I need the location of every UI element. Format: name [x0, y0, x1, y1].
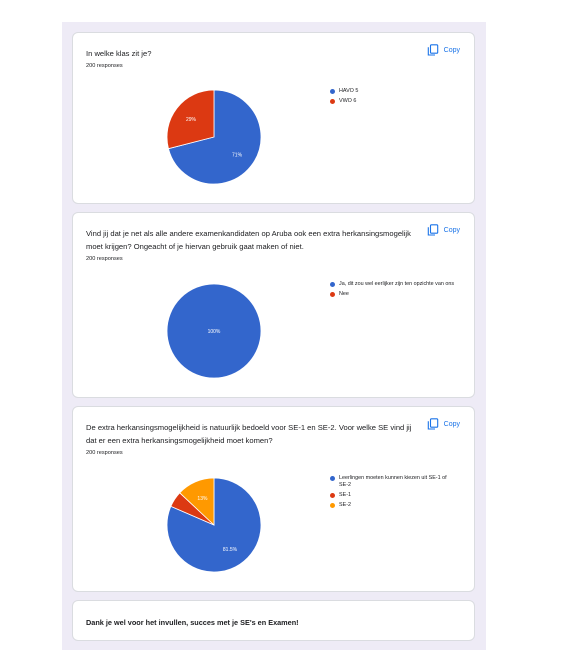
response-count: 200 responses [86, 256, 123, 262]
slice-label: 100% [208, 329, 221, 335]
legend-label: SE-1 [339, 492, 351, 498]
question-card-1: In welke klas zit je? 200 responses Copy… [72, 32, 475, 204]
legend-label: SE-2 [339, 502, 351, 508]
pie-chart: 100% [166, 283, 262, 379]
copy-label: Copy [443, 420, 460, 428]
copy-button[interactable]: Copy [427, 418, 460, 430]
legend-item: Leerlingen moeten kunnen kiezen uit SE-1… [330, 475, 455, 489]
copy-button[interactable]: Copy [427, 224, 460, 236]
legend-item: Nee [330, 291, 455, 298]
closing-card: Dank je wel voor het invullen, succes me… [72, 600, 475, 641]
pie-slice [166, 283, 262, 379]
copy-label: Copy [443, 46, 460, 54]
legend-swatch [330, 476, 335, 481]
legend-swatch [330, 503, 335, 508]
legend-label: HAVO 5 [339, 88, 359, 94]
slice-label: 81.5% [223, 547, 238, 553]
pie-chart: 71% 29% [166, 89, 262, 185]
pie-slice [167, 89, 262, 185]
legend-swatch [330, 99, 335, 104]
copy-label: Copy [443, 226, 460, 234]
question-title: In welke klas zit je? [86, 49, 152, 58]
slice-label: 29% [186, 117, 197, 123]
slice-label: 71% [232, 153, 243, 159]
legend-item: SE-2 [330, 502, 455, 509]
legend-item: Ja, dit zou wel eerlijker zijn ten opzic… [330, 281, 455, 288]
chart-legend: Leerlingen moeten kunnen kiezen uit SE-1… [330, 475, 455, 512]
pie-slice [179, 477, 215, 526]
legend-label: Leerlingen moeten kunnen kiezen uit SE-1… [339, 475, 447, 488]
legend-item: SE-1 [330, 492, 455, 499]
response-count: 200 responses [86, 450, 123, 456]
legend-swatch [330, 282, 335, 287]
legend-swatch [330, 89, 335, 94]
legend-swatch [330, 493, 335, 498]
legend-item: HAVO 5 [330, 88, 450, 95]
legend-label: Nee [339, 291, 349, 297]
pie-slice [166, 89, 215, 150]
slice-label: 13% [197, 496, 208, 502]
copy-button[interactable]: Copy [427, 44, 460, 56]
chart-legend: Ja, dit zou wel eerlijker zijn ten opzic… [330, 281, 455, 301]
legend-label: Ja, dit zou wel eerlijker zijn ten opzic… [339, 281, 455, 287]
response-count: 200 responses [86, 63, 123, 69]
copy-icon [427, 44, 438, 56]
copy-icon [427, 224, 438, 236]
closing-message: Dank je wel voor het invullen, succes me… [86, 618, 299, 627]
pie-chart: 81.5% 13% [166, 477, 262, 573]
legend-swatch [330, 292, 335, 297]
chart-legend: HAVO 5 VWO 6 [330, 88, 450, 108]
question-card-3: De extra herkansingsmogelijkheid is natu… [72, 406, 475, 592]
copy-icon [427, 418, 438, 430]
question-title: Vind jij dat je net als alle andere exam… [86, 229, 411, 251]
question-title: De extra herkansingsmogelijkheid is natu… [86, 423, 412, 445]
legend-label: VWO 6 [339, 98, 357, 104]
legend-item: VWO 6 [330, 98, 450, 105]
question-card-2: Vind jij dat je net als alle andere exam… [72, 212, 475, 398]
